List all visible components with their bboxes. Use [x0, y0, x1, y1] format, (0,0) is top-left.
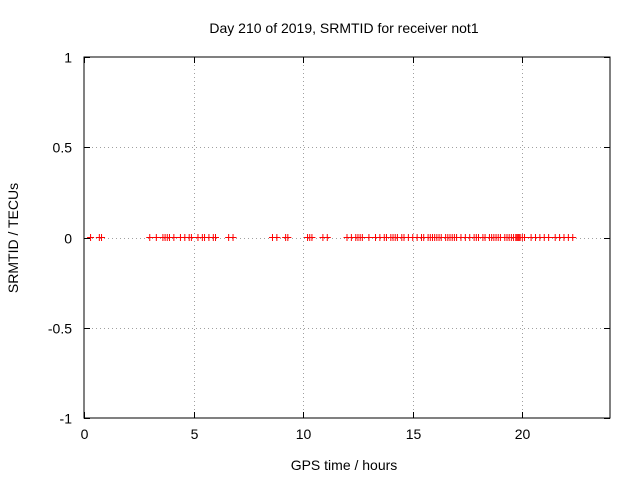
- chart-title: Day 210 of 2019, SRMTID for receiver not…: [209, 20, 478, 36]
- data-point: [146, 234, 154, 241]
- data-point: [98, 234, 106, 241]
- y-tick-label: 0: [64, 231, 72, 247]
- data-point: [170, 234, 178, 241]
- x-tick-label: 20: [515, 426, 531, 442]
- data-point: [273, 234, 281, 241]
- x-tick-label: 15: [406, 426, 422, 442]
- x-axis-label: GPS time / hours: [291, 457, 398, 473]
- data-point: [152, 234, 160, 241]
- data-point: [569, 234, 577, 241]
- data-point: [308, 234, 316, 241]
- data-point: [358, 234, 366, 241]
- data-point: [323, 234, 331, 241]
- data-point: [545, 234, 553, 241]
- x-axis: 0 5 10 15 20: [81, 57, 531, 442]
- x-tick-label: 10: [296, 426, 312, 442]
- data-point: [284, 234, 292, 241]
- data-point: [187, 234, 195, 241]
- data-points: [87, 234, 577, 241]
- x-tick-label: 5: [191, 426, 199, 442]
- plot-frame: [83, 56, 611, 419]
- x-tick-label: 0: [81, 426, 89, 442]
- data-point: [521, 234, 529, 241]
- y-tick-label: 0.5: [53, 140, 73, 156]
- y-tick-label: -0.5: [48, 321, 72, 337]
- y-axis: -1 -0.5 0 0.5 1: [48, 50, 610, 427]
- y-tick-label: 1: [64, 50, 72, 66]
- y-axis-label: SRMTID / TECUs: [5, 183, 21, 293]
- y-tick-label: -1: [60, 411, 73, 427]
- data-point: [87, 234, 95, 241]
- data-point: [365, 234, 373, 241]
- data-point: [212, 234, 219, 241]
- data-point: [229, 234, 237, 241]
